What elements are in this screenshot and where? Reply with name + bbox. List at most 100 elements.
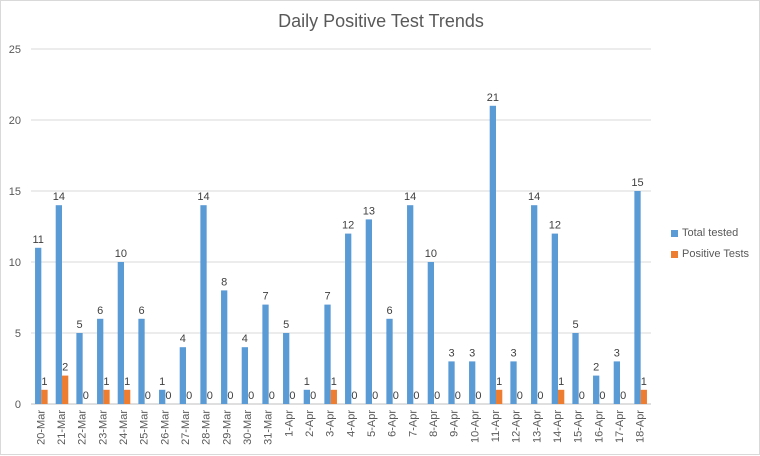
data-label-total-tested: 4	[180, 333, 186, 345]
bar-total-tested	[97, 318, 104, 404]
data-label-total-tested: 2	[593, 362, 599, 374]
data-label-positive-tests: 1	[558, 376, 564, 388]
chart-title: Daily Positive Test Trends	[278, 11, 484, 31]
bar-total-tested	[407, 205, 414, 404]
bar-total-tested	[324, 304, 331, 404]
x-tick-label: 16-Apr	[593, 410, 605, 443]
data-label-positive-tests: 1	[496, 376, 502, 388]
x-tick-label: 8-Apr	[428, 410, 440, 437]
data-label-total-tested: 14	[404, 191, 416, 203]
x-tick-label: 1-Apr	[283, 410, 295, 437]
data-label-total-tested: 1	[159, 376, 165, 388]
bar-total-tested	[365, 219, 372, 404]
y-tick-label: 10	[9, 257, 21, 269]
legend-item-positive-tests: Positive Tests	[671, 248, 749, 260]
bar-total-tested	[262, 304, 269, 404]
data-label-positive-tests: 0	[537, 390, 543, 402]
legend-label-total-tested: Total tested	[682, 227, 739, 239]
x-tick-label: 9-Apr	[449, 410, 461, 437]
bar-total-tested	[386, 318, 393, 404]
legend-swatch-positive-tests	[671, 250, 678, 258]
x-tick-label: 2-Apr	[304, 410, 316, 437]
bar-total-tested	[179, 347, 186, 404]
bar-total-tested	[613, 361, 620, 404]
data-label-positive-tests: 0	[413, 390, 419, 402]
data-label-positive-tests: 0	[393, 390, 399, 402]
x-tick-label: 28-Mar	[201, 410, 213, 445]
bar-total-tested	[55, 205, 62, 404]
x-tick-label: 21-Mar	[56, 410, 68, 445]
data-label-positive-tests: 0	[579, 390, 585, 402]
x-tick-label: 25-Mar	[139, 410, 151, 445]
bar-positive-tests	[640, 389, 647, 404]
data-label-total-tested: 11	[32, 234, 43, 246]
data-label-total-tested: 1	[304, 376, 310, 388]
data-label-positive-tests: 1	[641, 376, 647, 388]
bar-total-tested	[241, 347, 248, 404]
bar-positive-tests	[558, 389, 565, 404]
x-tick-label: 7-Apr	[407, 410, 419, 437]
data-label-total-tested: 5	[76, 319, 82, 331]
bar-total-tested	[510, 361, 517, 404]
data-label-total-tested: 12	[342, 220, 354, 232]
bar-positive-tests	[41, 389, 48, 404]
y-tick-label: 5	[15, 328, 21, 340]
y-tick-label: 25	[9, 44, 21, 56]
bar-total-tested	[35, 247, 42, 404]
data-label-total-tested: 3	[448, 347, 454, 359]
bar-positive-tests	[62, 375, 69, 404]
x-tick-label: 27-Mar	[180, 410, 192, 445]
x-tick-label: 5-Apr	[366, 410, 378, 437]
data-label-total-tested: 14	[53, 191, 65, 203]
x-tick-label: 30-Mar	[242, 410, 254, 445]
data-label-positive-tests: 0	[227, 390, 233, 402]
x-tick-label: 10-Apr	[469, 410, 481, 443]
bar-total-tested	[76, 333, 83, 404]
data-label-positive-tests: 0	[269, 390, 275, 402]
bar-total-tested	[427, 262, 434, 404]
x-tick-label: 6-Apr	[387, 410, 399, 437]
bar-total-tested	[283, 333, 290, 404]
data-label-total-tested: 14	[197, 191, 209, 203]
x-tick-label: 22-Mar	[77, 410, 89, 445]
x-tick-label: 31-Mar	[263, 410, 275, 445]
bar-total-tested	[200, 205, 207, 404]
data-label-total-tested: 21	[487, 92, 499, 104]
x-tick-label: 3-Apr	[325, 410, 337, 437]
x-tick-label: 4-Apr	[345, 410, 357, 437]
data-label-positive-tests: 0	[145, 390, 151, 402]
data-label-positive-tests: 1	[103, 376, 109, 388]
data-label-positive-tests: 0	[186, 390, 192, 402]
legend-label-positive-tests: Positive Tests	[682, 248, 750, 260]
bar-total-tested	[489, 105, 496, 405]
x-tick-label: 14-Apr	[552, 410, 564, 443]
data-label-positive-tests: 1	[331, 376, 337, 388]
chart-legend: Total tested Positive Tests	[671, 227, 749, 269]
data-label-positive-tests: 0	[83, 390, 89, 402]
data-label-total-tested: 10	[425, 248, 437, 260]
bar-total-tested	[634, 191, 641, 404]
bar-total-tested	[117, 262, 124, 404]
bar-total-tested	[303, 389, 310, 404]
bar-total-tested	[138, 318, 145, 404]
data-label-total-tested: 3	[614, 347, 620, 359]
x-tick-label: 26-Mar	[159, 410, 171, 445]
bar-total-tested	[531, 205, 538, 404]
bar-total-tested	[221, 290, 228, 404]
legend-swatch-total-tested	[671, 229, 678, 237]
data-label-positive-tests: 0	[351, 390, 357, 402]
data-label-total-tested: 15	[631, 177, 643, 189]
data-label-positive-tests: 1	[124, 376, 130, 388]
data-label-positive-tests: 0	[310, 390, 316, 402]
data-label-total-tested: 4	[242, 333, 248, 345]
x-tick-label: 29-Mar	[221, 410, 233, 445]
x-tick-label: 24-Mar	[118, 410, 130, 445]
data-label-total-tested: 7	[324, 291, 330, 303]
x-tick-label: 11-Apr	[490, 410, 502, 443]
data-label-total-tested: 14	[528, 191, 540, 203]
data-label-total-tested: 5	[283, 319, 289, 331]
x-tick-label: 18-Apr	[635, 410, 647, 443]
bar-total-tested	[159, 389, 166, 404]
